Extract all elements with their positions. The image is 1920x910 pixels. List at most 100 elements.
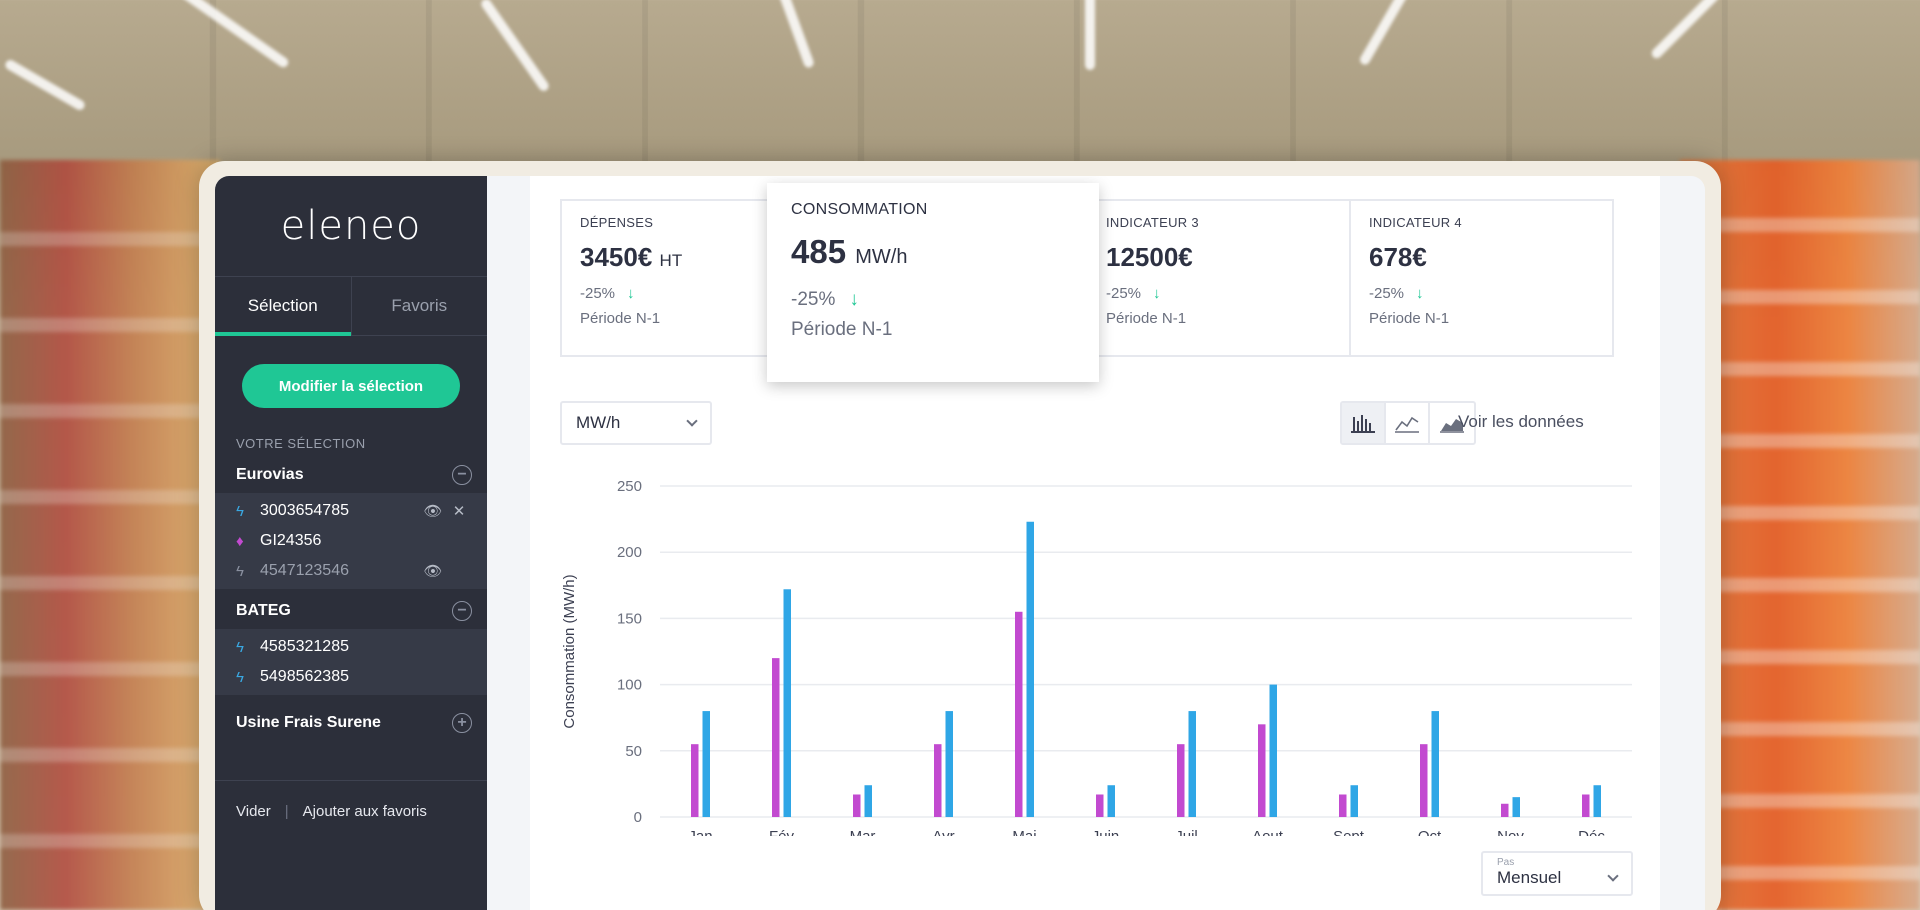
eye-icon[interactable]: 👁 xyxy=(423,503,443,520)
bar-chart-icon[interactable] xyxy=(1342,403,1386,443)
electricity-icon: ϟ xyxy=(236,562,244,580)
bar xyxy=(1350,785,1358,817)
group-header: Eurovias − xyxy=(215,457,487,493)
x-tick-label: Juin xyxy=(1092,828,1120,836)
kpi-delta: -25% xyxy=(1106,285,1142,302)
x-tick-label: Oct xyxy=(1418,828,1442,836)
y-tick-label: 150 xyxy=(617,610,642,627)
x-tick-label: Mai xyxy=(1012,828,1036,836)
group-eurovias: Eurovias − ϟ 3003654785 👁 ✕ ♦ GI24356 ϟ … xyxy=(215,457,487,589)
kpi-indicateur-4[interactable]: INDICATEUR 4 678€ -25% ↓ Période N-1 xyxy=(1351,201,1612,355)
meter-item[interactable]: ♦ GI24356 xyxy=(215,526,487,556)
electricity-icon: ϟ xyxy=(236,638,244,656)
arrow-down-icon: ↓ xyxy=(1153,285,1161,302)
bar xyxy=(945,711,953,817)
step-select[interactable]: Pas Mensuel xyxy=(1481,851,1633,896)
step-value: Mensuel xyxy=(1497,868,1562,887)
x-tick-label: Jan xyxy=(688,828,712,836)
eleneo-logo: eleneo xyxy=(280,203,422,249)
group-usine-frais-surene: Usine Frais Surene + xyxy=(215,705,487,741)
meter-item[interactable]: ϟ 3003654785 👁 ✕ xyxy=(215,496,487,526)
step-label: Pas xyxy=(1497,857,1515,868)
kpi-indicateur-3[interactable]: INDICATEUR 3 12500€ -25% ↓ Période N-1 xyxy=(1088,201,1351,355)
y-tick-label: 50 xyxy=(625,743,642,760)
kpi-delta: -25% xyxy=(1369,285,1405,302)
bar xyxy=(1431,711,1439,817)
y-tick-label: 250 xyxy=(617,478,642,495)
kpi-period: Période N-1 xyxy=(1369,310,1450,327)
bar xyxy=(1096,794,1104,817)
tab-favoris[interactable]: Favoris xyxy=(350,277,488,335)
kpi-period: Période N-1 xyxy=(791,319,893,340)
kpi-value: 678€ xyxy=(1369,242,1427,272)
group-name: Eurovias xyxy=(236,466,304,483)
kpi-value-row: 678€ xyxy=(1369,242,1594,273)
kpi-value: 485 xyxy=(791,233,847,270)
ceiling-light xyxy=(1358,0,1412,67)
chevron-down-icon xyxy=(1607,870,1619,882)
kpi-title: INDICATEUR 4 xyxy=(1369,215,1462,230)
app-window: eleneo Sélection Favoris Modifier la sél… xyxy=(215,176,1705,910)
see-data-link[interactable]: Voir les données xyxy=(1458,412,1584,431)
group-items: ϟ 3003654785 👁 ✕ ♦ GI24356 ϟ 4547123546 … xyxy=(215,493,487,589)
main-content: DÉPENSES 3450€ HT -25% ↓ Période N-1 INDI… xyxy=(530,176,1660,910)
meter-item[interactable]: ϟ 5498562385 xyxy=(215,662,487,692)
kpi-unit: MW/h xyxy=(855,246,908,268)
collapse-group-icon[interactable]: − xyxy=(452,601,472,621)
add-to-favorites-link[interactable]: Ajouter aux favoris xyxy=(302,803,427,820)
meter-id: GI24356 xyxy=(260,532,322,549)
bar xyxy=(702,711,710,817)
eye-icon[interactable]: 👁 xyxy=(423,563,443,580)
clear-selection-link[interactable]: Vider xyxy=(236,803,271,820)
meter-id: 3003654785 xyxy=(260,502,349,519)
gas-flame-icon: ♦ xyxy=(236,532,244,550)
kpi-title: INDICATEUR 3 xyxy=(1106,215,1199,230)
kpi-consommation-popover[interactable]: CONSOMMATION 485 MW/h -25% ↓ Période N-1 xyxy=(767,183,1099,382)
unit-select[interactable]: MW/h xyxy=(560,401,712,445)
x-tick-label: Sept xyxy=(1333,828,1365,836)
ceiling-light xyxy=(774,0,816,69)
separator: | xyxy=(284,803,289,820)
collapse-group-icon[interactable]: − xyxy=(452,465,472,485)
kpi-value: 12500€ xyxy=(1106,242,1193,272)
bar xyxy=(864,785,872,817)
electricity-icon: ϟ xyxy=(236,668,244,686)
expand-group-icon[interactable]: + xyxy=(452,713,472,733)
close-icon[interactable]: ✕ xyxy=(452,503,466,520)
chevron-down-icon xyxy=(686,415,698,427)
arrow-down-icon: ↓ xyxy=(849,289,859,310)
meter-id: 4585321285 xyxy=(260,638,349,655)
kpi-period: Période N-1 xyxy=(580,310,661,327)
kpi-depenses[interactable]: DÉPENSES 3450€ HT -25% ↓ Période N-1 xyxy=(562,201,825,355)
area-chart-icon[interactable] xyxy=(1430,403,1474,443)
chart-type-switcher xyxy=(1340,401,1476,445)
sidebar-divider xyxy=(215,780,487,781)
x-tick-label: Aout xyxy=(1252,828,1284,836)
background-shelves-left xyxy=(0,160,220,910)
bar xyxy=(1188,711,1196,817)
ceiling-light xyxy=(479,0,551,93)
meter-item[interactable]: ϟ 4585321285 xyxy=(215,632,487,662)
kpi-value-row: 12500€ xyxy=(1106,242,1331,273)
bar xyxy=(853,794,861,817)
kpi-delta-row: -25% ↓ xyxy=(1369,285,1594,302)
kpi-value-row: 3450€ HT xyxy=(580,242,805,273)
ceiling-light xyxy=(169,0,291,70)
kpi-delta: -25% xyxy=(791,289,836,310)
kpi-unit: HT xyxy=(659,251,683,270)
step-value-row: Mensuel xyxy=(1497,868,1619,888)
group-name: Usine Frais Surene xyxy=(236,714,381,731)
y-tick-label: 200 xyxy=(617,544,642,561)
bar xyxy=(1420,744,1428,817)
group-name: BATEG xyxy=(236,602,291,619)
group-header: BATEG − xyxy=(215,593,487,629)
tab-selection[interactable]: Sélection xyxy=(215,277,351,336)
modify-selection-button[interactable]: Modifier la sélection xyxy=(242,364,460,408)
bar xyxy=(1107,785,1115,817)
line-chart-icon[interactable] xyxy=(1386,403,1430,443)
bar xyxy=(1269,684,1277,817)
meter-item[interactable]: ϟ 4547123546 👁 xyxy=(215,556,487,586)
ceiling-light xyxy=(1085,0,1095,70)
bar xyxy=(1026,521,1034,817)
arrow-down-icon: ↓ xyxy=(627,285,635,302)
